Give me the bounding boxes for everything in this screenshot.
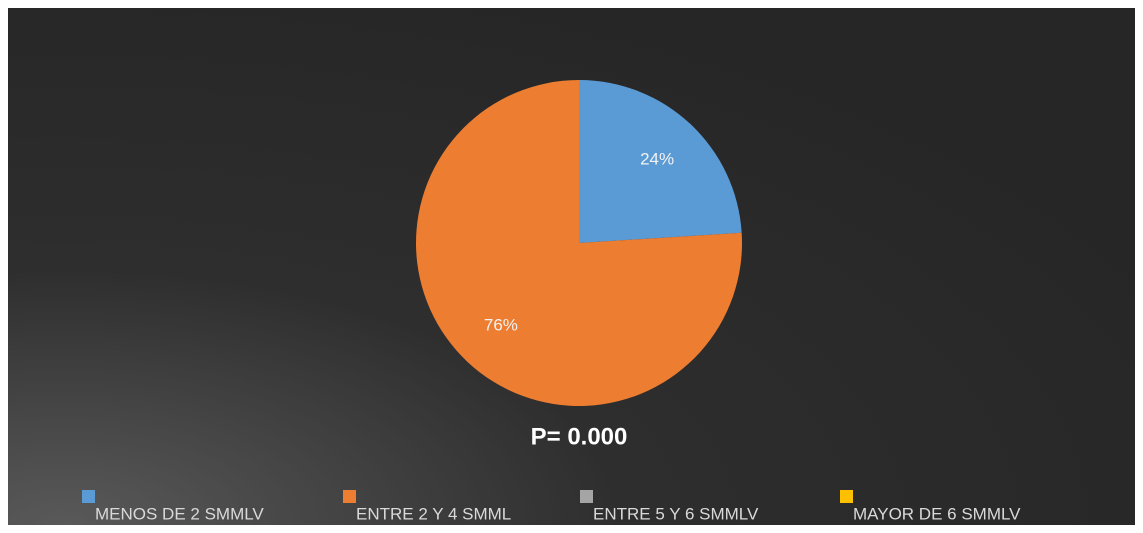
legend-swatch <box>343 490 356 503</box>
data-label: 24% <box>640 149 674 168</box>
annotation: P= 0.000 <box>531 423 628 450</box>
legend-swatch <box>82 490 95 503</box>
legend-label: ENTRE 5 Y 6 SMMLV <box>593 504 759 523</box>
legend-swatch <box>580 490 593 503</box>
pie-slice <box>579 80 742 243</box>
data-label: 76% <box>484 316 518 335</box>
pie-slice <box>415 80 742 406</box>
legend-label: MENOS DE 2 SMMLV <box>95 504 264 523</box>
legend-label: MAYOR DE 6 SMMLV <box>853 504 1021 523</box>
legend-swatch <box>840 490 853 503</box>
legend-label: ENTRE 2 Y 4 SMML <box>356 504 511 523</box>
